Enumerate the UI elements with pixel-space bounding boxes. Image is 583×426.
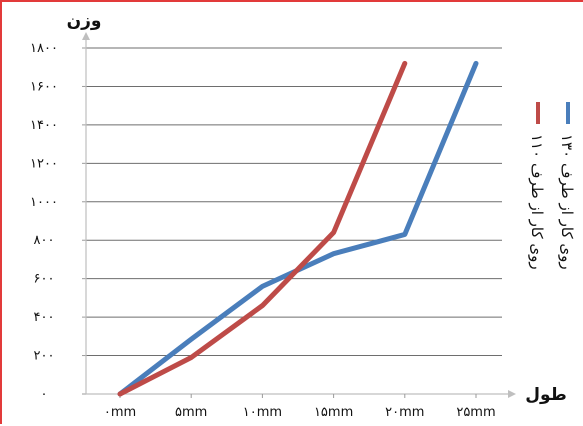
- x-tick-label: ۱۵mm: [314, 405, 353, 420]
- data-point: [404, 233, 406, 235]
- y-tick-labels: ۰ ۲۰۰ ۴۰۰ ۶۰۰ ۸۰۰ ۱۰۰۰ ۱۲۰۰ ۱۴۰۰ ۱۶۰۰ ۱۸۰۰: [30, 41, 58, 402]
- y-tick-label: ۱۶۰۰: [30, 79, 58, 94]
- y-tick-label: ۱۸۰۰: [30, 41, 58, 56]
- data-point: [404, 62, 406, 64]
- axes: [82, 32, 516, 398]
- x-axis-title: طول: [525, 385, 566, 405]
- data-point: [261, 285, 263, 287]
- legend-label: روی کار از طرف ۱۳۰: [558, 134, 576, 270]
- legend: روی کار از طرف ۱۳۰ روی کار از طرف ۱۱۰: [528, 102, 576, 270]
- y-axis-arrow: [82, 32, 90, 40]
- x-axis-arrow: [508, 390, 516, 398]
- x-tick-labels: ۰mm ۵mm ۱۰mm ۱۵mm ۲۰mm ۲۵mm: [104, 394, 496, 420]
- x-tick-label: ۱۰mm: [243, 405, 282, 420]
- x-tick-label: ۲۰mm: [385, 405, 424, 420]
- gridlines: [82, 47, 502, 395]
- data-point: [119, 393, 121, 395]
- series-line-1: [117, 60, 479, 397]
- y-tick-label: ۶۰۰: [34, 272, 55, 287]
- data-point: [190, 356, 192, 358]
- y-tick-label: ۰: [41, 387, 48, 402]
- x-tick-label: ۰mm: [104, 405, 136, 420]
- x-tick-label: ۲۵mm: [456, 405, 495, 420]
- data-point: [333, 232, 335, 234]
- data-point: [475, 62, 477, 64]
- y-tick-label: ۱۰۰۰: [30, 195, 58, 210]
- y-tick-label: ۱۴۰۰: [30, 118, 58, 133]
- y-tick-label: ۲۰۰: [34, 349, 55, 364]
- legend-label: روی کار از طرف ۱۱۰: [528, 134, 546, 270]
- x-tick-label: ۵mm: [175, 405, 207, 420]
- data-point: [190, 338, 192, 340]
- y-axis-title: وزن: [67, 11, 102, 31]
- y-tick-label: ۸۰۰: [34, 233, 55, 248]
- series-line-2: [117, 60, 408, 397]
- y-tick-label: ۴۰۰: [34, 310, 55, 325]
- data-point: [333, 253, 335, 255]
- series-lines: [117, 60, 479, 397]
- y-tick-label: ۱۲۰۰: [30, 156, 58, 171]
- data-point: [261, 305, 263, 307]
